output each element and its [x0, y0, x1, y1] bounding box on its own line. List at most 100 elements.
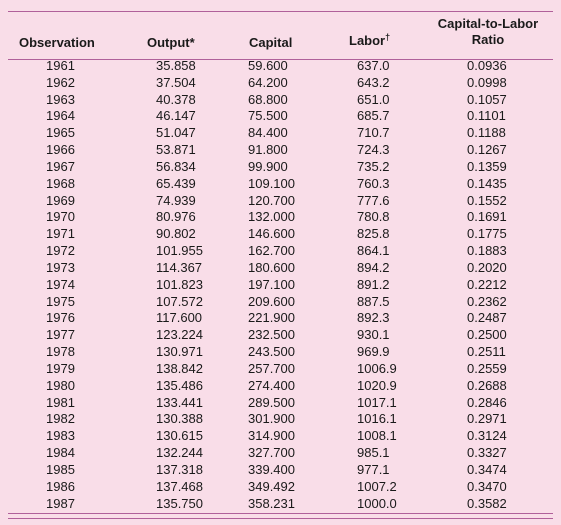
cell-output: 51.047 — [156, 125, 196, 141]
header-labor: Labor† — [349, 33, 390, 49]
table-row: 1973 114.367 180.600 894.2 0.2020 — [0, 260, 561, 277]
cell-capital: 146.600 — [248, 226, 295, 242]
cell-labor: 651.0 — [357, 91, 390, 107]
table-row: 1983 130.615 314.900 1008.1 0.3124 — [0, 428, 561, 445]
cell-output: 114.367 — [156, 259, 203, 275]
cell-ratio: 0.1552 — [467, 192, 507, 208]
cell-output: 135.750 — [156, 495, 203, 511]
cell-labor: 1000.0 — [357, 495, 397, 511]
cell-output: 117.600 — [156, 310, 203, 326]
cell-observation: 1986 — [46, 478, 75, 494]
table-row: 1984 132.244 327.700 985.1 0.3327 — [0, 445, 561, 462]
cell-capital: 162.700 — [248, 243, 295, 259]
cell-capital: 132.000 — [248, 209, 295, 225]
table-row: 1968 65.439 109.100 760.3 0.1435 — [0, 176, 561, 193]
cell-output: 132.244 — [156, 445, 203, 461]
header-ratio-line1: Capital-to-Labor — [437, 16, 539, 31]
cell-labor: 643.2 — [357, 74, 390, 90]
cell-labor: 969.9 — [357, 344, 390, 360]
cell-output: 35.858 — [156, 58, 196, 73]
cell-output: 101.823 — [156, 276, 203, 292]
table-row: 1970 80.976 132.000 780.8 0.1691 — [0, 209, 561, 226]
cell-ratio: 0.3582 — [467, 495, 507, 511]
cell-output: 135.486 — [156, 377, 203, 393]
cell-observation: 1972 — [46, 243, 75, 259]
cell-output: 123.224 — [156, 327, 203, 343]
cell-output: 101.955 — [156, 243, 203, 259]
cell-ratio: 0.1691 — [467, 209, 507, 225]
cell-labor: 777.6 — [357, 192, 390, 208]
cell-ratio: 0.1101 — [467, 108, 506, 124]
cell-ratio: 0.2688 — [467, 377, 507, 393]
cell-labor: 894.2 — [357, 259, 390, 275]
cell-observation: 1978 — [46, 344, 75, 360]
table-row: 1974 101.823 197.100 891.2 0.2212 — [0, 277, 561, 294]
table-row: 1962 37.504 64.200 643.2 0.0998 — [0, 75, 561, 92]
table-row: 1961 35.858 59.600 637.0 0.0936 — [0, 58, 561, 75]
cell-observation: 1966 — [46, 142, 75, 158]
table-row: 1964 46.147 75.500 685.7 0.1101 — [0, 108, 561, 125]
cell-observation: 1976 — [46, 310, 75, 326]
cell-observation: 1977 — [46, 327, 75, 343]
cell-observation: 1962 — [46, 74, 75, 90]
cell-ratio: 0.2971 — [467, 411, 507, 427]
table-row: 1965 51.047 84.400 710.7 0.1188 — [0, 125, 561, 142]
table-row: 1966 53.871 91.800 724.3 0.1267 — [0, 142, 561, 159]
cell-ratio: 0.2020 — [467, 259, 507, 275]
cell-ratio: 0.2362 — [467, 293, 507, 309]
cell-labor: 760.3 — [357, 175, 390, 191]
cell-labor: 892.3 — [357, 310, 390, 326]
cell-labor: 887.5 — [357, 293, 390, 309]
table-row: 1977 123.224 232.500 930.1 0.2500 — [0, 327, 561, 344]
cell-output: 74.939 — [156, 192, 196, 208]
table-top-rule — [8, 11, 553, 12]
cell-capital: 301.900 — [248, 411, 295, 427]
cell-labor: 1007.2 — [357, 478, 397, 494]
table-row: 1967 56.834 99.900 735.2 0.1359 — [0, 159, 561, 176]
cell-observation: 1961 — [46, 58, 75, 73]
table-row: 1978 130.971 243.500 969.9 0.2511 — [0, 344, 561, 361]
cell-labor: 1008.1 — [357, 428, 397, 444]
header-capital-to-labor-ratio: Capital-to-Labor Ratio — [428, 16, 548, 48]
cell-capital: 289.500 — [248, 394, 295, 410]
cell-capital: 59.600 — [248, 58, 288, 73]
cell-capital: 243.500 — [248, 344, 295, 360]
cell-observation: 1983 — [46, 428, 75, 444]
cell-output: 40.378 — [156, 91, 196, 107]
header-labor-text: Labor — [349, 33, 386, 48]
cell-ratio: 0.2212 — [467, 276, 507, 292]
cell-labor: 710.7 — [357, 125, 390, 141]
cell-capital: 120.700 — [248, 192, 295, 208]
cell-capital: 180.600 — [248, 259, 295, 275]
cell-capital: 109.100 — [248, 175, 295, 191]
cell-output: 130.615 — [156, 428, 203, 444]
cell-capital: 64.200 — [248, 74, 288, 90]
cell-labor: 930.1 — [357, 327, 390, 343]
cell-output: 56.834 — [156, 158, 196, 174]
cell-ratio: 0.0998 — [467, 74, 507, 90]
cell-ratio: 0.3327 — [467, 445, 507, 461]
cell-output: 133.441 — [156, 394, 203, 410]
cell-ratio: 0.2500 — [467, 327, 507, 343]
cell-output: 90.802 — [156, 226, 196, 242]
cell-ratio: 0.1267 — [467, 142, 507, 158]
table-row: 1969 74.939 120.700 777.6 0.1552 — [0, 193, 561, 210]
cell-ratio: 0.3470 — [467, 478, 507, 494]
cell-ratio: 0.2511 — [467, 344, 506, 360]
cell-ratio: 0.1883 — [467, 243, 507, 259]
cell-output: 107.572 — [156, 293, 203, 309]
cell-ratio: 0.2559 — [467, 360, 507, 376]
cell-output: 53.871 — [156, 142, 196, 158]
cell-ratio: 0.0936 — [467, 58, 507, 73]
cell-observation: 1963 — [46, 91, 75, 107]
cell-capital: 99.900 — [248, 158, 288, 174]
cell-ratio: 0.1435 — [467, 175, 507, 191]
table-row: 1987 135.750 358.231 1000.0 0.3582 — [0, 496, 561, 513]
cell-observation: 1973 — [46, 259, 75, 275]
cell-labor: 891.2 — [357, 276, 390, 292]
cell-ratio: 0.3474 — [467, 461, 507, 477]
cell-output: 65.439 — [156, 175, 196, 191]
cell-ratio: 0.2487 — [467, 310, 507, 326]
header-output: Output* — [147, 35, 195, 50]
cell-capital: 75.500 — [248, 108, 288, 124]
